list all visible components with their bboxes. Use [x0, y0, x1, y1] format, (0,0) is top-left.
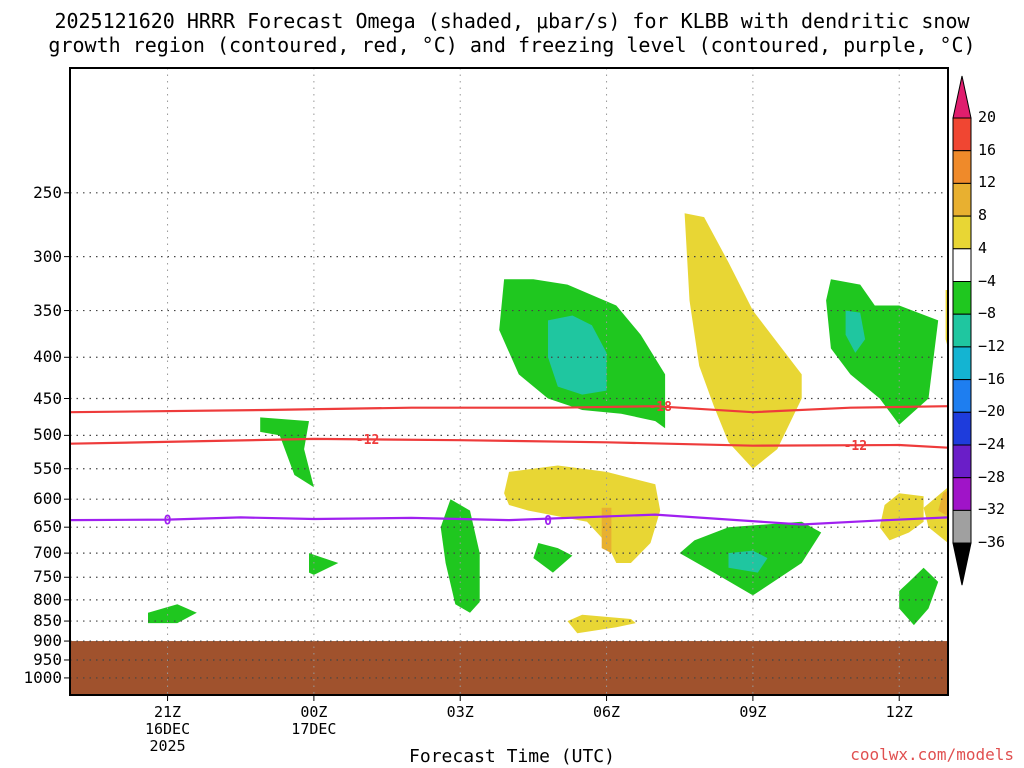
y-tick-label-800: 800	[33, 589, 62, 609]
y-tick-label-250: 250	[33, 182, 62, 202]
x-tick-label-12Z: 12Z	[885, 703, 913, 721]
contour-dgz-minus-18	[70, 405, 948, 414]
y-tick-label-700: 700	[33, 543, 62, 563]
colorbar-label-3: 8	[978, 206, 988, 225]
omega-region-pos-right-mid	[879, 493, 924, 541]
chart-title-line-2: growth region (contoured, red, °C) and f…	[48, 33, 976, 57]
colorbar-label-13: −36	[978, 533, 1006, 552]
colorbar-segment-1	[952, 117, 972, 152]
colorbar-segment-11	[952, 444, 972, 479]
y-tick-label-950: 950	[33, 649, 62, 669]
y-tick-label-750: 750	[33, 567, 62, 587]
colorbar-label-0: 20	[978, 108, 997, 126]
y-tick-label-900: 900	[33, 631, 62, 651]
omega-region-neg-small-left	[309, 553, 339, 575]
colorbar-segment-5	[952, 248, 972, 283]
colorbar-segment-6	[952, 281, 972, 315]
colorbar-segment-10	[952, 411, 972, 446]
contour-label-1: -12	[356, 433, 379, 448]
terrain-fill	[70, 641, 948, 695]
y-tick-label-350: 350	[33, 300, 62, 320]
colorbar-label-11: −28	[978, 467, 1006, 486]
plot-frame	[69, 67, 949, 696]
colorbar-segment-12	[952, 477, 972, 511]
contour-freezing-level-0	[70, 513, 948, 526]
contour-label-0: -18	[648, 400, 672, 415]
y-tick-label-400: 400	[33, 347, 62, 367]
colorbar-segment-8	[952, 346, 972, 381]
omega-region-pos-right-edge-core	[938, 490, 948, 517]
x-tick-label-03Z: 03Z	[446, 703, 474, 721]
omega-region-neg-low-right	[899, 567, 939, 626]
colorbar-segment-4	[952, 215, 972, 250]
colorbar-label-1: 16	[978, 140, 997, 159]
colorbar-label-12: −32	[978, 500, 1006, 519]
omega-region-neg-low-09z-core	[728, 550, 768, 573]
omega-region-neg-upper-mid-core	[548, 315, 607, 395]
contour-dgz-minus-12	[70, 437, 948, 449]
omega-region-pos-low-06z	[567, 614, 636, 634]
omega-region-pos-mid	[504, 465, 661, 563]
y-tick-label-450: 450	[33, 388, 62, 408]
contour-label-2: -12	[844, 439, 867, 454]
y-tick-label-500: 500	[33, 425, 62, 445]
colorbar-bottom-arrow	[952, 542, 972, 586]
colorbar-label-6: −8	[978, 304, 997, 323]
colorbar-label-2: 12	[978, 173, 997, 192]
contour-label-4: 0	[544, 514, 552, 529]
y-tick-label-600: 600	[33, 489, 62, 509]
omega-region-neg-low-left	[148, 604, 197, 624]
x-tick-label-00Z: 00Z 17DEC	[291, 703, 337, 738]
colorbar-segment-7	[952, 313, 972, 348]
y-tick-label-550: 550	[33, 458, 62, 478]
colorbar-label-8: −16	[978, 369, 1006, 388]
x-tick-label-09Z: 09Z	[739, 703, 767, 721]
y-tick-label-850: 850	[33, 611, 62, 631]
x-tick-label-06Z: 06Z	[593, 703, 621, 721]
chart-title-line-1: 2025121620 HRRR Forecast Omega (shaded, …	[54, 9, 970, 33]
y-tick-label-1000: 1000	[23, 667, 62, 687]
x-tick-label-21Z: 21Z 16DEC 2025	[144, 703, 191, 755]
omega-region-neg-upper-right-core	[845, 310, 866, 353]
colorbar-label-10: −24	[978, 435, 1006, 453]
colorbar-segment-13	[952, 509, 972, 544]
colorbar-label-4: 4	[978, 238, 988, 257]
colorbar-label-5: −4	[978, 271, 997, 290]
colorbar-segment-2	[952, 150, 972, 184]
y-tick-label-650: 650	[33, 517, 62, 537]
omega-region-neg-mid-left	[260, 417, 314, 488]
colorbar-segment-9	[952, 379, 972, 413]
colorbar-segment-3	[952, 182, 972, 217]
omega-region-neg-mid-small	[533, 543, 573, 573]
contour-label-3: 0	[164, 514, 172, 529]
plot-area: -18 -12 -12 0 0	[70, 68, 948, 695]
source-credit: coolwx.com/models	[850, 745, 1014, 764]
colorbar-label-9: −20	[978, 402, 1006, 421]
y-tick-label-300: 300	[33, 246, 62, 266]
colorbar-label-7: −12	[978, 336, 1006, 355]
omega-region-neg-upper-right	[826, 279, 939, 425]
x-axis-label: Forecast Time (UTC)	[409, 746, 615, 767]
omega-region-pos-upper-mid	[684, 213, 802, 469]
colorbar-top-arrow	[952, 75, 972, 119]
